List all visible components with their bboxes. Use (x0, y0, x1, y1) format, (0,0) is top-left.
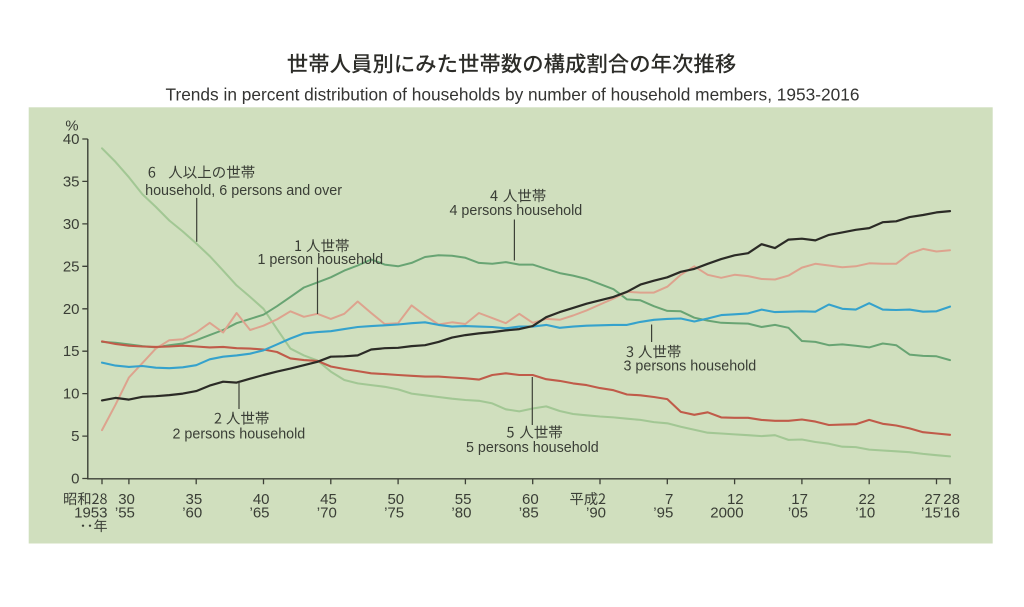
svg-text:’85: ’85 (519, 505, 539, 522)
svg-text:’80: ’80 (451, 505, 471, 522)
svg-text:’16: ’16 (940, 505, 960, 522)
svg-text:40: 40 (63, 131, 80, 148)
svg-text:22: 22 (859, 491, 876, 508)
svg-text:5: 5 (71, 428, 79, 445)
svg-text:7: 7 (665, 491, 673, 508)
svg-text:30: 30 (118, 491, 135, 508)
svg-text:10: 10 (63, 386, 80, 403)
svg-text:’10: ’10 (855, 505, 875, 522)
svg-text:1 person household: 1 person household (258, 252, 384, 268)
svg-text:5 persons household: 5 persons household (466, 440, 599, 456)
svg-text:’65: ’65 (249, 505, 269, 522)
svg-text:50: 50 (387, 491, 404, 508)
svg-text:30: 30 (63, 216, 80, 233)
svg-text:3 persons household: 3 persons household (624, 359, 757, 375)
svg-text:’90: ’90 (586, 505, 606, 522)
svg-text:55: 55 (455, 491, 472, 508)
svg-text:40: 40 (253, 491, 270, 508)
svg-text:2000: 2000 (710, 505, 743, 522)
svg-text:’15: ’15 (921, 505, 941, 522)
svg-text:35: 35 (63, 173, 80, 190)
svg-text:60: 60 (522, 491, 539, 508)
svg-text:0: 0 (71, 471, 79, 488)
svg-text:20: 20 (63, 301, 80, 318)
svg-text:’55: ’55 (115, 505, 135, 522)
svg-text:%: % (65, 119, 78, 135)
svg-text:28: 28 (943, 491, 960, 508)
svg-text:’05: ’05 (788, 505, 808, 522)
svg-text:35: 35 (186, 491, 203, 508)
svg-text:4 persons household: 4 persons household (450, 203, 583, 219)
svg-text:15: 15 (63, 343, 80, 360)
svg-text:’75: ’75 (384, 505, 404, 522)
svg-text:45: 45 (320, 491, 337, 508)
svg-text:’95: ’95 (653, 505, 673, 522)
svg-text:27: 27 (924, 491, 941, 508)
svg-text:’60: ’60 (182, 505, 202, 522)
svg-text:2 persons household: 2 persons household (173, 427, 306, 443)
svg-text:’70: ’70 (317, 505, 337, 522)
svg-text:Trends in percent distribution: Trends in percent distribution of househ… (166, 85, 860, 105)
svg-text:17: 17 (791, 491, 808, 508)
svg-text:12: 12 (727, 491, 744, 508)
svg-text:25: 25 (63, 258, 80, 275)
svg-text:1953: 1953 (74, 505, 107, 522)
svg-text:household, 6 persons and over: household, 6 persons and over (145, 183, 342, 199)
